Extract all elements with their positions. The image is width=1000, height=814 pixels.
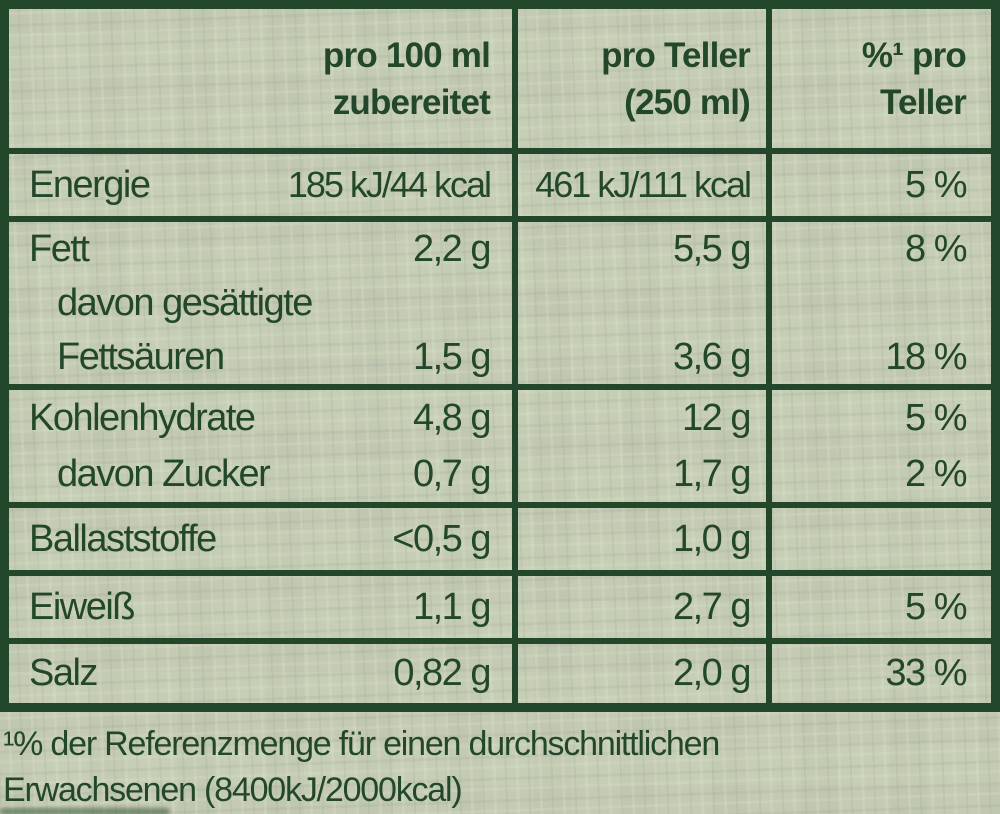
header-per-100ml-line2: zubereitet [332, 82, 491, 122]
nutrient-name: Ballaststoffe [29, 517, 217, 560]
value-per-teller: 461 kJ/111 kcal [535, 164, 752, 205]
cell-salz-per-teller: 2,0 g [512, 644, 766, 703]
value-percent: 5 % [905, 396, 967, 439]
cell-salz-percent: 33 % [766, 644, 991, 703]
value-per-100ml: 4,8 g [412, 396, 492, 439]
value-per-100ml: 2,2 g [412, 227, 492, 270]
cell-energie-name-per100: Energie 185 kJ/44 kcal [9, 154, 512, 216]
sub-value-per-teller: 3,6 g [672, 335, 752, 378]
cell-fett-percent: 8 % 18 % [766, 222, 991, 384]
header-per-100ml-line1: pro 100 ml [322, 35, 491, 75]
table-row-eiweiss: Eiweiß 1,1 g 2,7 g 5 % [9, 576, 991, 644]
nutrient-name: Eiweiß [29, 585, 136, 628]
cell-ballaststoffe-per-teller: 1,0 g [512, 508, 766, 570]
header-pro-teller-line1: pro Teller [601, 35, 751, 75]
header-percent-pro-teller: %¹ pro Teller [766, 9, 991, 148]
value-percent: 5 % [905, 585, 967, 628]
cell-eiweiss-percent: 5 % [766, 576, 991, 638]
header-per-100ml: pro 100 ml zubereitet [9, 9, 512, 148]
sub-value-per-100ml: 0,7 g [412, 452, 492, 495]
nutrient-subname: davon Zucker [57, 452, 271, 495]
cell-eiweiss-per-teller: 2,7 g [512, 576, 766, 638]
cell-kohlenhydrate-per-teller: 12 g 1,7 g [512, 390, 766, 502]
value-percent: 8 % [905, 227, 967, 270]
value-per-100ml: 1,1 g [412, 585, 492, 628]
nutrient-name: Energie [29, 163, 151, 206]
cell-energie-per-teller: 461 kJ/111 kcal [512, 154, 766, 216]
table-header-row: pro 100 ml zubereitet pro Teller (250 ml… [9, 9, 991, 154]
value-per-teller: 12 g [682, 396, 751, 439]
cell-energie-percent: 5 % [766, 154, 991, 216]
nutrition-table: pro 100 ml zubereitet pro Teller (250 ml… [0, 0, 1000, 712]
cell-kohlenhydrate-percent: 5 % 2 % [766, 390, 991, 502]
value-per-100ml: <0,5 g [392, 517, 491, 560]
table-row-kohlenhydrate: Kohlenhydrate 4,8 g davon Zucker 0,7 g 1… [9, 390, 991, 508]
table-row-salz: Salz 0,82 g 2,0 g 33 % [9, 644, 991, 703]
value-per-100ml: 185 kJ/44 kcal [287, 164, 492, 205]
nutrient-name: Fett [29, 227, 90, 270]
footnote-line1: ¹% der Referenzmenge für einen durchschn… [3, 725, 720, 763]
nutrient-name: Salz [29, 652, 98, 694]
sub-value-percent: 2 % [905, 452, 967, 495]
header-pro-teller-line2: (250 ml) [624, 82, 751, 122]
cell-fett-per-teller: 5,5 g 3,6 g [512, 222, 766, 384]
cell-ballaststoffe-name-per100: Ballaststoffe <0,5 g [9, 508, 512, 570]
value-per-teller: 5,5 g [672, 227, 752, 270]
sub-value-percent: 18 % [885, 335, 967, 378]
value-per-100ml: 0,82 g [393, 652, 491, 694]
header-pro-teller: pro Teller (250 ml) [512, 9, 766, 148]
cell-eiweiss-name-per100: Eiweiß 1,1 g [9, 576, 512, 638]
nutrient-subname-line2: Fettsäuren [57, 335, 225, 378]
table-row-fett: Fett 2,2 g davon gesättigte Fettsäuren 1… [9, 222, 991, 390]
value-per-teller: 2,0 g [672, 652, 752, 694]
cell-fett-name-per100: Fett 2,2 g davon gesättigte Fettsäuren 1… [9, 222, 512, 384]
value-percent: 5 % [905, 163, 967, 206]
print-smudge [0, 808, 170, 814]
header-percent-line1: %¹ pro [861, 35, 967, 75]
value-per-teller: 1,0 g [672, 517, 752, 560]
value-per-teller: 2,7 g [672, 585, 752, 628]
reference-footnote: ¹% der Referenzmenge für einen durchschn… [0, 712, 1000, 813]
table-row-ballaststoffe: Ballaststoffe <0,5 g 1,0 g [9, 508, 991, 576]
value-percent: 33 % [885, 652, 967, 694]
table-row-energie: Energie 185 kJ/44 kcal 461 kJ/111 kcal 5… [9, 154, 991, 222]
cell-salz-name-per100: Salz 0,82 g [9, 644, 512, 703]
cell-kohlenhydrate-name-per100: Kohlenhydrate 4,8 g davon Zucker 0,7 g [9, 390, 512, 502]
cell-ballaststoffe-percent [766, 508, 991, 570]
nutrient-subname-line1: davon gesättigte [57, 281, 313, 324]
sub-value-per-teller: 1,7 g [672, 452, 752, 495]
header-percent-line2: Teller [880, 82, 967, 122]
footnote-line2: Erwachsenen (8400kJ/2000kcal) [3, 771, 463, 809]
nutrient-name: Kohlenhydrate [29, 396, 256, 439]
sub-value-per-100ml: 1,5 g [412, 335, 492, 378]
